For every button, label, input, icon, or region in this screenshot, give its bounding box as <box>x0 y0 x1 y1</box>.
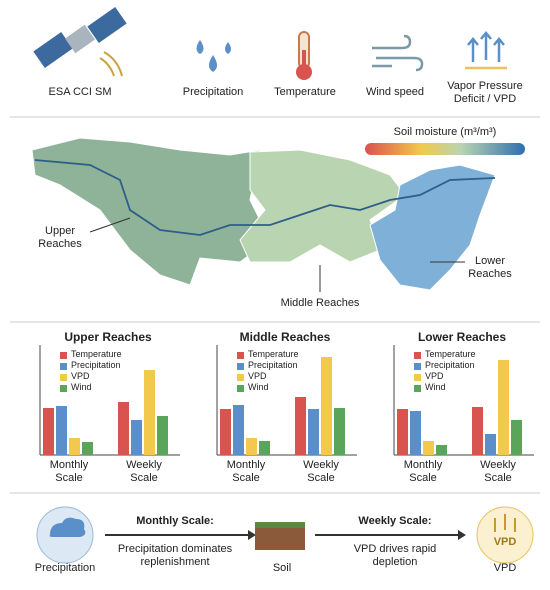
legend-swatch <box>60 374 67 381</box>
vpd-arrows <box>494 514 516 532</box>
vpd-icon <box>465 31 507 70</box>
bar <box>82 442 93 455</box>
bar <box>118 402 129 455</box>
bar <box>69 438 80 455</box>
bar <box>511 420 522 455</box>
bar <box>233 405 244 455</box>
x-tick-label: Weekly Scale <box>303 459 339 484</box>
bar <box>259 441 270 455</box>
icon-label: Precipitation <box>182 86 244 98</box>
bar <box>43 408 54 455</box>
arrow-head <box>458 530 466 540</box>
bar <box>157 416 168 455</box>
x-tick-label: Weekly Scale <box>480 459 516 484</box>
legend-swatch <box>60 352 67 359</box>
region-label: Middle Reaches <box>280 297 360 309</box>
legend-label: Wind <box>425 382 446 392</box>
legend-swatch <box>237 385 244 392</box>
arrow-head <box>248 530 256 540</box>
region-label: Lower Reaches <box>468 255 512 280</box>
icon-label: Temperature <box>274 86 336 98</box>
bar <box>410 411 421 455</box>
legend-swatch <box>414 363 421 370</box>
legend-label: Precipitation <box>248 360 298 370</box>
legend-swatch <box>60 385 67 392</box>
legend-label: Temperature <box>248 349 299 359</box>
step-text: VPD drives rapid depletion <box>353 543 437 568</box>
bar <box>321 357 332 455</box>
icon-label: Vapor Pressure Deficit / VPD <box>447 80 523 105</box>
legend-title: Soil moisture (m³/m³) <box>393 126 497 138</box>
bar <box>131 420 142 455</box>
bar <box>472 407 483 455</box>
bar <box>220 409 231 455</box>
precipitation-icon <box>196 40 231 72</box>
basin-map <box>31 137 496 291</box>
legend-swatch <box>414 374 421 381</box>
legend-label: Temperature <box>71 349 122 359</box>
vpd-badge <box>476 506 534 564</box>
bar <box>308 409 319 455</box>
legend-swatch <box>414 385 421 392</box>
wind-icon <box>372 34 424 72</box>
node-label: VPD <box>493 562 517 574</box>
legend-swatch <box>237 374 244 381</box>
icon-label: Wind speed <box>365 86 425 98</box>
bar <box>485 434 496 455</box>
bar <box>423 441 434 455</box>
step-text: Precipitation dominates replenishment <box>117 543 233 568</box>
legend-label: Wind <box>71 382 92 392</box>
node-label: Soil <box>272 562 292 574</box>
chart-title: Lower Reaches <box>417 330 507 344</box>
soil-top <box>255 522 305 528</box>
region-label: Upper Reaches <box>38 225 82 250</box>
icon-label: ESA CCI SM <box>48 86 112 98</box>
legend-label: VPD <box>248 371 267 381</box>
legend-swatch <box>237 352 244 359</box>
bar <box>246 438 257 455</box>
chart-title: Upper Reaches <box>64 330 152 344</box>
legend-label: Precipitation <box>425 360 475 370</box>
legend-label: Wind <box>248 382 269 392</box>
legend-label: VPD <box>71 371 90 381</box>
legend-swatch <box>60 363 67 370</box>
step-title: Weekly Scale: <box>358 515 432 527</box>
colorbar <box>365 143 525 155</box>
bar <box>397 409 408 455</box>
step-title: Monthly Scale: <box>136 515 214 527</box>
chart-title: Middle Reaches <box>239 330 331 344</box>
bar <box>498 360 509 455</box>
x-tick-label: Monthly Scale <box>49 459 89 484</box>
legend-label: Temperature <box>425 349 476 359</box>
bar <box>436 445 447 455</box>
legend-label: Precipitation <box>71 360 121 370</box>
legend-swatch <box>414 352 421 359</box>
x-tick-label: Weekly Scale <box>126 459 162 484</box>
legend-label: VPD <box>425 371 444 381</box>
bar <box>56 406 67 455</box>
bar <box>334 408 345 455</box>
badge-text: VPD <box>493 536 517 548</box>
temperature-icon <box>296 31 312 80</box>
x-tick-label: Monthly Scale <box>226 459 266 484</box>
bar <box>295 397 306 455</box>
leader-line <box>89 217 131 233</box>
x-tick-label: Monthly Scale <box>403 459 443 484</box>
cloud-icon <box>49 517 86 537</box>
node-label: Precipitation <box>34 562 96 574</box>
bar <box>144 370 155 455</box>
satellite-icon <box>33 7 127 77</box>
legend-swatch <box>237 363 244 370</box>
